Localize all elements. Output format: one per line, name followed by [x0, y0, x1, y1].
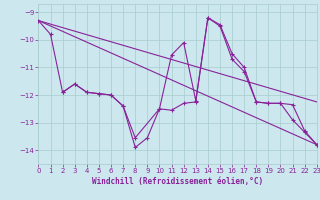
- X-axis label: Windchill (Refroidissement éolien,°C): Windchill (Refroidissement éolien,°C): [92, 177, 263, 186]
